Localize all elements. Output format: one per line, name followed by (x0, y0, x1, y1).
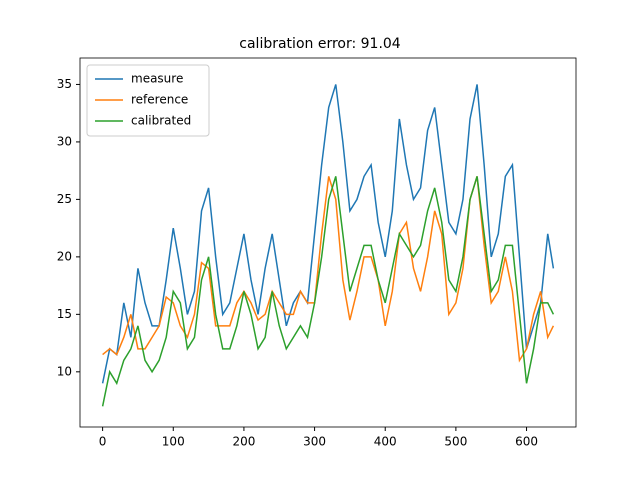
y-tick-label: 10 (57, 364, 72, 378)
series-line (101, 176, 555, 407)
x-tick-label: 100 (162, 435, 185, 449)
chart-title: calibration error: 91.04 (239, 36, 401, 52)
y-tick-label: 25 (57, 192, 72, 206)
legend-box (86, 64, 210, 137)
x-tick-label: 200 (232, 435, 255, 449)
y-tick-label: 30 (57, 134, 72, 148)
y-tick-label: 20 (57, 249, 72, 263)
x-tick-label: 300 (303, 435, 326, 449)
legend-label: calibrated (131, 114, 191, 128)
x-tick-label: 0 (99, 435, 107, 449)
x-tick-label: 400 (374, 435, 397, 449)
x-tick-label: 500 (444, 435, 467, 449)
y-tick-label: 15 (57, 307, 72, 321)
y-tick-label: 35 (57, 77, 72, 91)
plot-frame (79, 57, 577, 428)
legend-label: reference (131, 93, 188, 107)
series-line (101, 84, 555, 384)
x-tick-label: 600 (515, 435, 538, 449)
legend-label: measure (131, 72, 183, 86)
